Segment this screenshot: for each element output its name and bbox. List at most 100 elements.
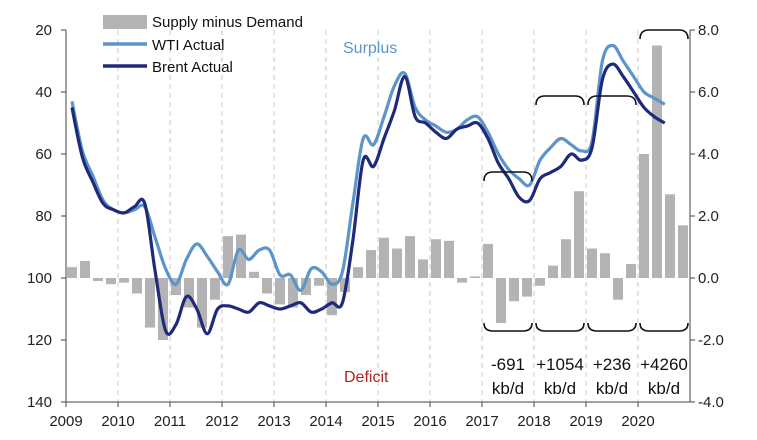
bar-20 (327, 278, 337, 316)
legend-label-wti: WTI Actual (152, 37, 225, 54)
right-tick-label-3: 2.0 (698, 208, 719, 225)
bar-6 (145, 278, 155, 328)
legend-label-brent: Brent Actual (152, 59, 233, 76)
bracket-upper-3 (639, 29, 689, 40)
bar-0 (67, 267, 77, 278)
bar-47 (678, 225, 688, 278)
bracket-label-value-1: +1054 (536, 355, 584, 374)
legend-swatch-bar (103, 15, 147, 29)
bracket-lower-2 (587, 322, 637, 332)
bar-25 (392, 248, 402, 278)
right-tick-label-5: -2.0 (698, 332, 724, 349)
bar-33 (496, 278, 506, 323)
x-tick-label-11: 2020 (621, 413, 654, 430)
bar-22 (353, 267, 363, 278)
legend-label-supply-minus-demand: Supply minus Demand (152, 14, 303, 31)
bracket-label-unit-0: kb/d (492, 379, 524, 398)
left-tick-label-6: 140 (27, 394, 52, 411)
bar-13 (236, 234, 246, 278)
bracket-label-value-2: +236 (593, 355, 631, 374)
bracket-lower-3 (639, 322, 689, 332)
legend: Supply minus Demand WTI Actual Brent Act… (103, 14, 303, 76)
annotation-deficit: Deficit (344, 369, 389, 386)
bar-35 (522, 278, 532, 297)
axes: 20 40 60 80 100 120 140 8.0 6.0 4.0 2.0 0.0 -2.0 -4.0… (27, 22, 724, 430)
supply-minus-demand-bars (67, 45, 688, 340)
bracket-label-value-3: +4260 (640, 355, 688, 374)
x-tick-label-7: 2016 (413, 413, 446, 430)
x-tick-label-6: 2015 (361, 413, 394, 430)
bar-32 (483, 243, 493, 278)
bar-44 (639, 154, 649, 278)
annotation-surplus: Surplus (343, 40, 397, 57)
x-tick-label-5: 2014 (309, 413, 342, 430)
left-tick-label-5: 120 (27, 332, 52, 349)
bar-29 (444, 240, 454, 278)
bar-38 (561, 239, 571, 278)
bar-12 (223, 236, 233, 278)
right-tick-label-4: 0.0 (698, 270, 719, 287)
bar-8 (171, 278, 181, 296)
left-tick-label-2: 60 (35, 146, 52, 163)
bar-3 (106, 278, 116, 285)
x-tick-label-10: 2019 (569, 413, 602, 430)
bar-30 (457, 278, 467, 283)
bracket-label-unit-1: kb/d (544, 379, 576, 398)
left-tick-label-3: 80 (35, 208, 52, 225)
x-tick-label-3: 2012 (205, 413, 238, 430)
bar-23 (366, 250, 376, 278)
bracket-lower-1 (535, 322, 585, 332)
bar-45 (652, 45, 662, 278)
bar-36 (535, 278, 545, 286)
bar-2 (93, 278, 103, 282)
bar-15 (262, 278, 272, 294)
bracket-lower-0 (483, 322, 533, 332)
x-tick-label-8: 2017 (465, 413, 498, 430)
bar-1 (80, 260, 90, 278)
right-tick-label-0: 8.0 (698, 22, 719, 39)
bracket-label-value-0: -691 (491, 355, 525, 374)
x-tick-label-2: 2011 (154, 413, 186, 430)
year-gridlines (117, 30, 639, 402)
bar-46 (665, 194, 675, 278)
bar-16 (275, 278, 285, 305)
bar-18 (301, 278, 311, 296)
right-tick-label-1: 6.0 (698, 84, 719, 101)
left-tick-label-0: 20 (35, 22, 52, 39)
left-tick-label-1: 40 (35, 84, 52, 101)
price-lines (70, 43, 666, 336)
bracket-upper-1 (535, 95, 585, 106)
x-tick-label-4: 2013 (257, 413, 290, 430)
bar-28 (431, 239, 441, 278)
x-tick-label-9: 2018 (517, 413, 550, 430)
bar-10 (197, 278, 207, 328)
bar-39 (574, 191, 584, 278)
bar-19 (314, 278, 324, 286)
bar-11 (210, 278, 220, 300)
bar-43 (626, 264, 636, 278)
bar-31 (470, 276, 480, 278)
bar-17 (288, 278, 298, 308)
bar-40 (587, 248, 597, 278)
bar-37 (548, 265, 558, 278)
right-tick-label-6: -4.0 (698, 394, 724, 411)
bracket-label-unit-2: kb/d (596, 379, 628, 398)
line-brent-actual (70, 62, 666, 336)
bar-34 (509, 278, 519, 302)
line-wti-actual (70, 43, 666, 292)
x-tick-label-0: 2009 (49, 413, 82, 430)
right-tick-label-2: 4.0 (698, 146, 719, 163)
bar-5 (132, 278, 142, 294)
bracket-upper-2 (587, 95, 637, 106)
bar-27 (418, 259, 428, 278)
bar-42 (613, 278, 623, 300)
bar-9 (184, 278, 194, 308)
period-brackets: -691 kb/d +1054 kb/d +236 kb/d +4260 kb/d (483, 29, 689, 398)
bracket-upper-0 (483, 171, 533, 182)
bar-41 (600, 253, 610, 278)
x-tick-label-1: 2010 (101, 413, 134, 430)
bar-4 (119, 278, 129, 283)
left-tick-label-4: 100 (27, 270, 52, 287)
bar-24 (379, 237, 389, 278)
